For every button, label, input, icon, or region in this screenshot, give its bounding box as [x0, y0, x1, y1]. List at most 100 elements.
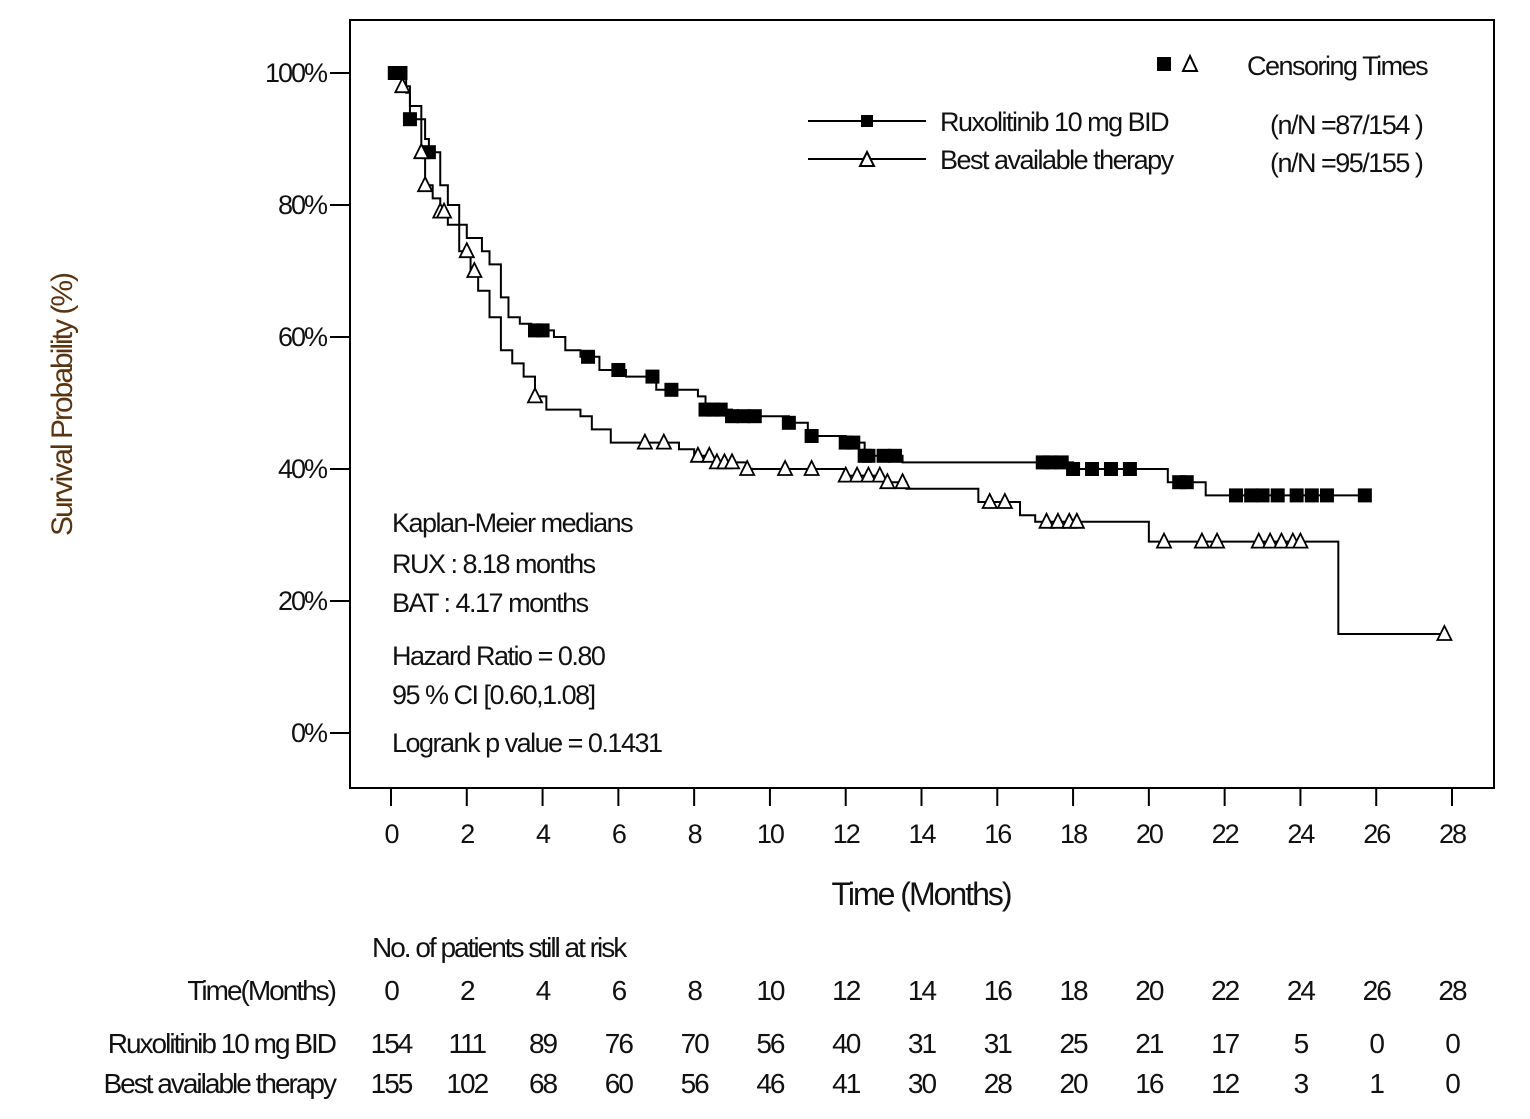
censor-mark-rux — [725, 409, 740, 424]
censor-mark-rux — [736, 409, 751, 424]
censor-mark-bat — [723, 452, 741, 470]
risk-count-cell: 25 — [1059, 1028, 1088, 1059]
censor-mark-rux — [1289, 488, 1304, 503]
x-tick-label: 14 — [908, 819, 936, 849]
censor-mark-rux — [876, 448, 891, 463]
censor-mark-bat — [1193, 531, 1211, 549]
risk-count-cell: 31 — [908, 1028, 937, 1059]
legend-rux-square-icon — [861, 115, 873, 127]
censor-mark-bat — [412, 142, 430, 160]
censor-mark-bat — [848, 465, 866, 483]
legend-censor-square-icon — [1157, 57, 1171, 71]
censor-mark-bat — [894, 472, 912, 490]
risk-count-cell: 102 — [446, 1068, 488, 1099]
censor-mark-rux — [611, 363, 626, 377]
x-tick-label: 4 — [536, 819, 551, 849]
x-tick-label: 28 — [1439, 819, 1466, 849]
censor-mark-rux — [664, 382, 679, 397]
y-tick-label: 0% — [291, 718, 328, 748]
censor-mark-bat — [981, 491, 999, 509]
risk-table: No. of patients still at risk Time(Month… — [103, 932, 1469, 1099]
censor-mark-rux — [1304, 488, 1319, 503]
censor-mark-bat — [996, 491, 1014, 509]
risk-time-cell: 14 — [908, 975, 937, 1006]
x-tick-label: 0 — [384, 819, 398, 849]
censor-mark-rux — [781, 415, 796, 430]
censor-mark-bat — [1291, 531, 1309, 549]
censor-mark-rux — [1066, 462, 1081, 476]
risk-count-cell: 0 — [1445, 1028, 1460, 1059]
risk-count-cell: 56 — [756, 1028, 785, 1059]
censor-mark-rux — [1319, 488, 1334, 503]
risk-count-cell: 40 — [832, 1028, 861, 1059]
x-tick-label: 20 — [1136, 819, 1163, 849]
annotation-rux-median: RUX : 8.18 months — [392, 549, 596, 579]
censor-mark-rux — [1043, 455, 1058, 470]
risk-row-label-bat: Best available therapy — [103, 1068, 337, 1099]
risk-time-cell: 2 — [460, 975, 475, 1006]
risk-row-label-rux: Ruxolitinib 10 mg BID — [108, 1028, 336, 1059]
x-tick-label: 8 — [688, 819, 702, 849]
annotation-hazard-ratio: Hazard Ratio = 0.80 — [392, 641, 605, 671]
censor-mark-bat — [837, 465, 855, 483]
censor-mark-rux — [645, 369, 660, 384]
x-axis-label: Time (Months) — [831, 876, 1010, 912]
risk-time-cell: 18 — [1059, 975, 1088, 1006]
censor-mark-bat — [1038, 511, 1056, 529]
x-tick-label: 26 — [1363, 819, 1390, 849]
y-tick-label: 20% — [278, 586, 328, 616]
censor-mark-bat — [393, 76, 411, 94]
risk-time-cell: 24 — [1287, 975, 1316, 1006]
risk-count-cell: 111 — [449, 1028, 487, 1059]
risk-count-cell: 70 — [681, 1028, 710, 1059]
risk-time-cell: 8 — [687, 975, 702, 1006]
x-tick-label: 22 — [1212, 819, 1239, 849]
risk-count-cell: 20 — [1059, 1068, 1088, 1099]
annotations: Kaplan-Meier medians RUX : 8.18 months B… — [392, 508, 663, 758]
risk-time-cell: 12 — [832, 975, 861, 1006]
censor-mark-rux — [1244, 488, 1259, 503]
censor-mark-rux — [846, 435, 861, 450]
y-tick-label: 60% — [278, 322, 328, 352]
censor-mark-rux — [1255, 488, 1270, 503]
censor-mark-bat — [435, 201, 453, 219]
censor-mark-rux — [402, 112, 417, 127]
x-tick-label: 16 — [984, 819, 1011, 849]
censor-mark-rux — [1270, 488, 1285, 503]
censor-mark-bat — [1250, 531, 1268, 549]
censor-mark-bat — [1049, 511, 1067, 529]
censor-mark-bat — [1261, 531, 1279, 549]
risk-count-cell: 76 — [605, 1028, 634, 1059]
legend-bat-name: Best available therapy — [940, 145, 1175, 175]
x-tick-label: 18 — [1060, 819, 1087, 849]
risk-time-cell: 26 — [1363, 975, 1392, 1006]
censor-mark-bat — [803, 458, 821, 476]
risk-count-cell: 60 — [605, 1068, 634, 1099]
censor-mark-bat — [1273, 531, 1290, 549]
risk-time-cell: 20 — [1135, 975, 1164, 1006]
risk-time-cell: 10 — [756, 975, 785, 1006]
risk-count-cell: 16 — [1135, 1068, 1164, 1099]
censor-mark-bat — [1435, 623, 1453, 641]
censor-mark-bat — [655, 432, 673, 450]
censor-mark-rux — [713, 402, 728, 417]
risk-time-cell: 4 — [536, 975, 551, 1006]
legend-rux-count: (n/N =87/154 ) — [1270, 110, 1423, 140]
risk-count-cell: 68 — [529, 1068, 558, 1099]
censor-mark-bat — [416, 175, 434, 193]
risk-count-cell: 12 — [1211, 1068, 1240, 1099]
risk-table-title: No. of patients still at risk — [372, 932, 628, 963]
y-tick-label: 40% — [278, 454, 328, 484]
censor-mark-bat — [859, 465, 877, 483]
censor-mark-bat — [636, 432, 654, 450]
risk-count-cell: 17 — [1211, 1028, 1240, 1059]
legend-bat-count: (n/N =95/155 ) — [1270, 148, 1423, 178]
risk-time-cell: 0 — [384, 975, 399, 1006]
annotation-bat-median: BAT : 4.17 months — [392, 588, 589, 618]
risk-time-cell: 16 — [984, 975, 1013, 1006]
censor-mark-bat — [526, 386, 544, 404]
risk-time-cell: 6 — [612, 975, 627, 1006]
risk-count-cell: 46 — [756, 1068, 785, 1099]
risk-time-cell: 22 — [1211, 975, 1240, 1006]
